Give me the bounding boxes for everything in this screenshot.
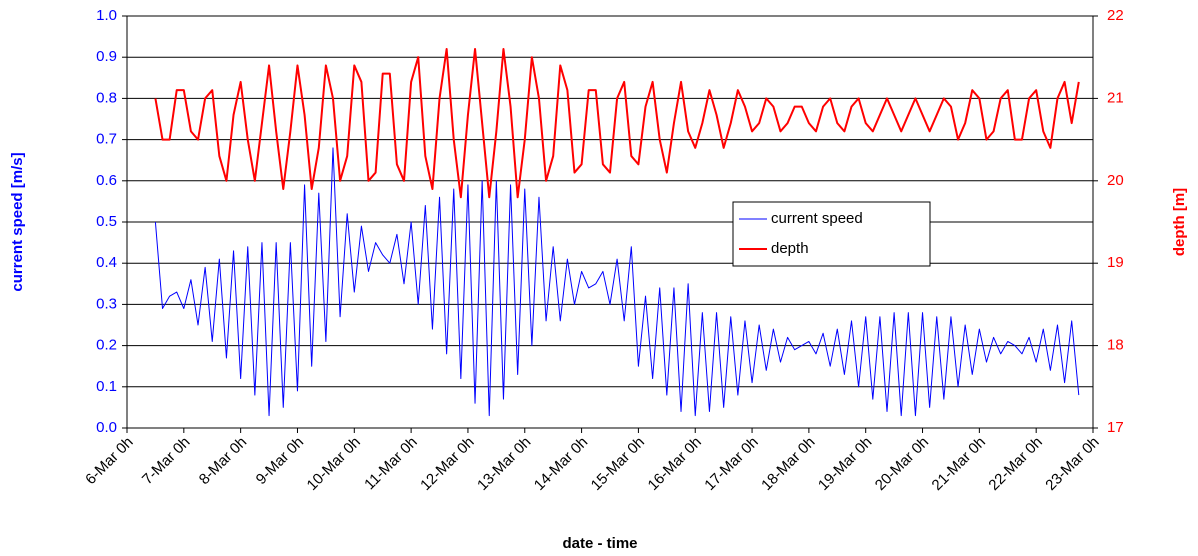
x-tick-label: 11-Mar 0h [361, 434, 421, 494]
y-tick-label: 0.3 [96, 295, 117, 312]
y2-axis-title: depth [m] [1171, 188, 1188, 256]
y2-tick-label: 22 [1107, 7, 1124, 24]
x-tick-label: 17-Mar 0h [701, 434, 761, 494]
y-tick-label: 0.2 [96, 337, 117, 354]
y2-tick-label: 18 [1107, 337, 1124, 354]
series-line [154, 147, 1080, 417]
y-tick-label: 1.0 [96, 7, 117, 24]
y-tick-label: 0.6 [96, 172, 117, 189]
series-line [154, 47, 1080, 199]
x-tick-label: 20-Mar 0h [872, 434, 932, 494]
x-tick-label: 14-Mar 0h [531, 434, 591, 494]
x-tick-label: 22-Mar 0h [985, 434, 1045, 494]
x-tick-label: 8-Mar 0h [196, 434, 250, 488]
x-tick-label: 12-Mar 0h [417, 434, 477, 494]
x-tick-label: 10-Mar 0h [304, 434, 364, 494]
x-tick-label: 15-Mar 0h [588, 434, 648, 494]
y-tick-label: 0.5 [96, 213, 117, 230]
y2-tick-label: 21 [1107, 89, 1124, 106]
x-tick-label: 7-Mar 0h [139, 434, 193, 488]
x-tick-label: 19-Mar 0h [815, 434, 875, 494]
legend-box [732, 201, 931, 267]
y-axis-title: current speed [m/s] [9, 152, 26, 291]
y-tick-label: 0.4 [96, 254, 117, 271]
legend-label: depth [771, 240, 809, 257]
x-tick-label: 21-Mar 0h [929, 434, 989, 494]
y-tick-label: 0.1 [96, 378, 117, 395]
x-tick-label: 13-Mar 0h [474, 434, 534, 494]
y-tick-label: 0.0 [96, 419, 117, 436]
x-tick-label: 9-Mar 0h [253, 434, 307, 488]
x-tick-label: 23-Mar 0h [1042, 434, 1102, 494]
y-tick-label: 0.9 [96, 48, 117, 65]
y2-tick-label: 17 [1107, 419, 1124, 436]
y2-tick-label: 19 [1107, 254, 1124, 271]
y-tick-label: 0.7 [96, 131, 117, 148]
y-tick-label: 0.8 [96, 89, 117, 106]
x-axis-title: date - time [562, 535, 637, 552]
x-tick-label: 16-Mar 0h [645, 434, 705, 494]
legend-label: current speed [771, 210, 863, 227]
x-tick-label: 6-Mar 0h [82, 434, 136, 488]
y2-tick-label: 20 [1107, 172, 1124, 189]
x-tick-label: 18-Mar 0h [758, 434, 818, 494]
